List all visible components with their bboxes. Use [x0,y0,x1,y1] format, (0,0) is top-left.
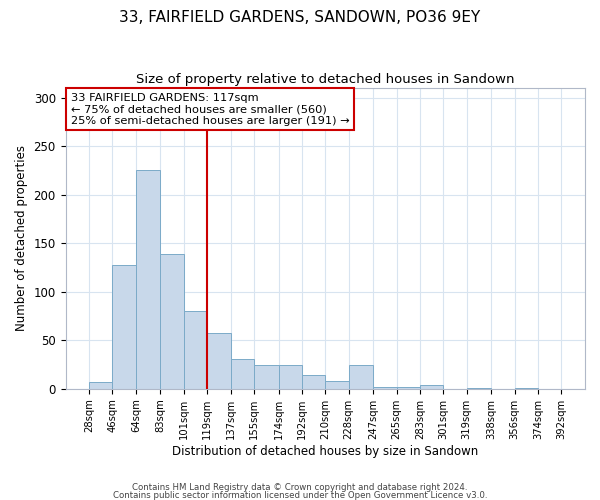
Bar [230,359,254,389]
Bar [136,170,160,389]
Bar [349,364,373,389]
Bar [325,381,349,389]
Bar [89,382,112,389]
Bar [254,364,278,389]
Bar [467,388,491,389]
Bar [184,311,207,389]
Title: Size of property relative to detached houses in Sandown: Size of property relative to detached ho… [136,72,515,86]
Bar [160,254,184,389]
Bar [515,388,538,389]
Text: 33, FAIRFIELD GARDENS, SANDOWN, PO36 9EY: 33, FAIRFIELD GARDENS, SANDOWN, PO36 9EY [119,10,481,25]
Bar [420,385,443,389]
Bar [373,387,397,389]
Text: Contains HM Land Registry data © Crown copyright and database right 2024.: Contains HM Land Registry data © Crown c… [132,484,468,492]
Y-axis label: Number of detached properties: Number of detached properties [15,146,28,332]
Text: 33 FAIRFIELD GARDENS: 117sqm
← 75% of detached houses are smaller (560)
25% of s: 33 FAIRFIELD GARDENS: 117sqm ← 75% of de… [71,92,349,126]
Bar [207,332,230,389]
Bar [397,387,420,389]
X-axis label: Distribution of detached houses by size in Sandown: Distribution of detached houses by size … [172,444,478,458]
Bar [112,264,136,389]
Bar [278,364,302,389]
Bar [302,376,325,389]
Text: Contains public sector information licensed under the Open Government Licence v3: Contains public sector information licen… [113,490,487,500]
